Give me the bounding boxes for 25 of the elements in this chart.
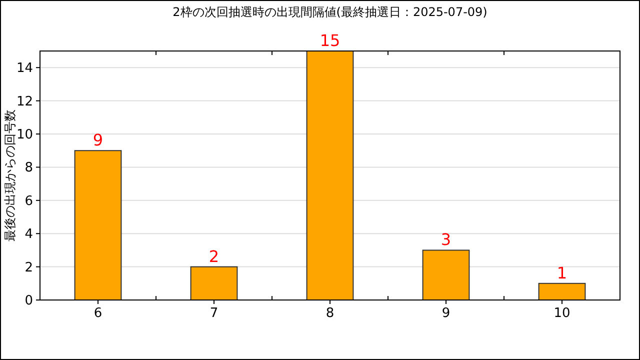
data-label: 9: [92, 130, 104, 150]
y-tick-label: 6: [24, 194, 33, 209]
x-tick-label: 9: [442, 306, 450, 321]
y-axis-title: 最後の出現からの回号数: [3, 110, 17, 242]
x-tick-label: 6: [94, 306, 102, 321]
bar: [538, 282, 586, 300]
bar: [190, 266, 238, 300]
bar: [74, 150, 122, 300]
y-tick-label: 12: [16, 94, 33, 110]
x-tick-label: 8: [326, 306, 334, 321]
y-tick-label: 0: [24, 294, 33, 308]
y-tick-label: 2: [24, 260, 33, 276]
data-label: 1: [556, 263, 568, 282]
x-tick-label: 10: [554, 306, 570, 321]
data-label: 15: [320, 31, 340, 50]
y-tick-label: 4: [24, 227, 33, 242]
bar: [422, 250, 470, 300]
x-tick-label: 7: [210, 306, 218, 321]
data-label: 3: [440, 230, 452, 250]
y-tick-label: 8: [24, 160, 33, 176]
y-tick-label: 14: [16, 61, 33, 76]
data-label: 2: [208, 246, 220, 266]
y-tick-label: 10: [16, 128, 33, 142]
chart-title: 2枠の次回抽選時の出現間隔値(最終抽選日：2025-07-09): [172, 5, 488, 19]
bar: [306, 50, 354, 300]
